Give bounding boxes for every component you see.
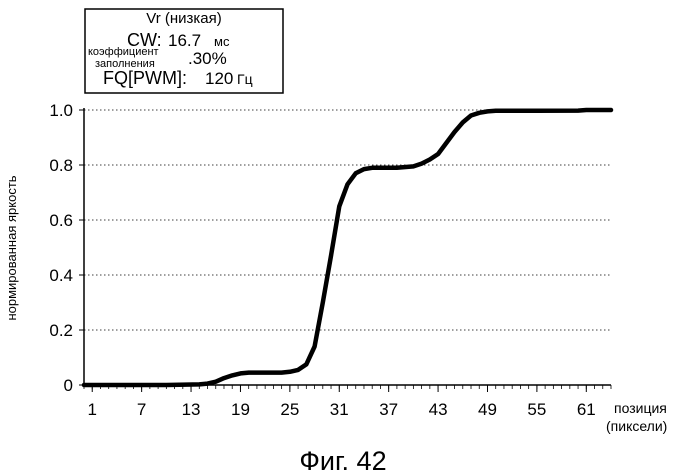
legend-fq-value: 120 (205, 69, 233, 88)
legend-duty-value: .30% (188, 49, 227, 68)
axes (84, 108, 611, 385)
y-tick-label: 1.0 (49, 101, 73, 120)
gridlines (84, 110, 611, 330)
y-ticks: 0 0.2 0.4 0.6 0.8 1.0 (49, 101, 84, 395)
y-tick-label: 0.4 (49, 266, 73, 285)
y-axis-label: нормированная яркость (4, 175, 19, 320)
x-axis-label-line1: позиция (614, 400, 667, 416)
y-tick-label: 0.6 (49, 211, 73, 230)
series-line (84, 110, 611, 385)
legend-cw-value: 16.7 (168, 31, 201, 50)
x-tick-label: 31 (330, 400, 349, 419)
y-tick-label: 0.8 (49, 156, 73, 175)
x-tick-label: 19 (231, 400, 250, 419)
y-tick-label: 0 (64, 376, 73, 395)
figure-caption: Фиг. 42 (299, 446, 386, 476)
legend-title: Vr (низкая) (146, 10, 222, 27)
x-tick-label: 1 (88, 400, 97, 419)
legend-fq-unit: Гц (237, 71, 253, 87)
x-tick-label: 13 (182, 400, 201, 419)
x-tick-label: 25 (280, 400, 299, 419)
y-tick-label: 0.2 (49, 321, 73, 340)
legend-box: Vr (низкая) CW: 16.7 мс коэффициент запо… (85, 9, 283, 93)
series (84, 110, 611, 385)
x-ticks: 1 7 13 19 25 31 37 43 49 55 61 (84, 385, 611, 419)
x-tick-label: 43 (429, 400, 448, 419)
x-axis-label-line2: (пиксели) (606, 418, 667, 434)
x-tick-label: 7 (137, 400, 146, 419)
legend-fq-label: FQ[PWM]: (103, 68, 187, 88)
x-tick-label: 49 (478, 400, 497, 419)
legend-cw-unit: мс (214, 34, 230, 49)
x-tick-label: 55 (527, 400, 546, 419)
x-tick-label: 37 (379, 400, 398, 419)
x-tick-label: 61 (577, 400, 596, 419)
legend-duty-label-1: коэффициент (88, 46, 159, 58)
